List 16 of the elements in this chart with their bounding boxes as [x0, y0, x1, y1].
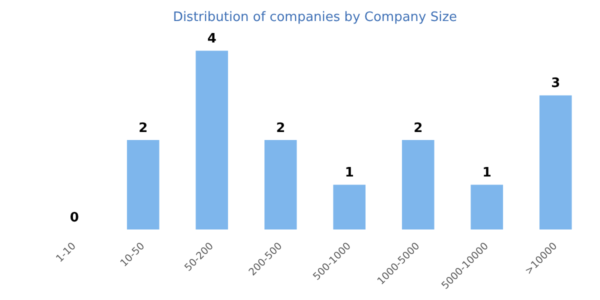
- bar: [264, 140, 297, 230]
- bar: [470, 184, 504, 230]
- chart-title: Distribution of companies by Company Size: [172, 10, 458, 26]
- data-label: 4: [207, 31, 216, 46]
- data-label: 1: [482, 166, 492, 181]
- bar: [402, 140, 434, 230]
- data-label: 0: [70, 210, 79, 226]
- bar: [333, 184, 366, 230]
- bar: [539, 95, 572, 230]
- data-label: 3: [551, 76, 560, 92]
- bar: [196, 50, 228, 230]
- data-label: 1: [344, 166, 354, 181]
- data-label: 2: [414, 120, 423, 136]
- data-label: 2: [276, 120, 286, 136]
- bar: [126, 140, 160, 230]
- data-label: 2: [138, 120, 148, 136]
